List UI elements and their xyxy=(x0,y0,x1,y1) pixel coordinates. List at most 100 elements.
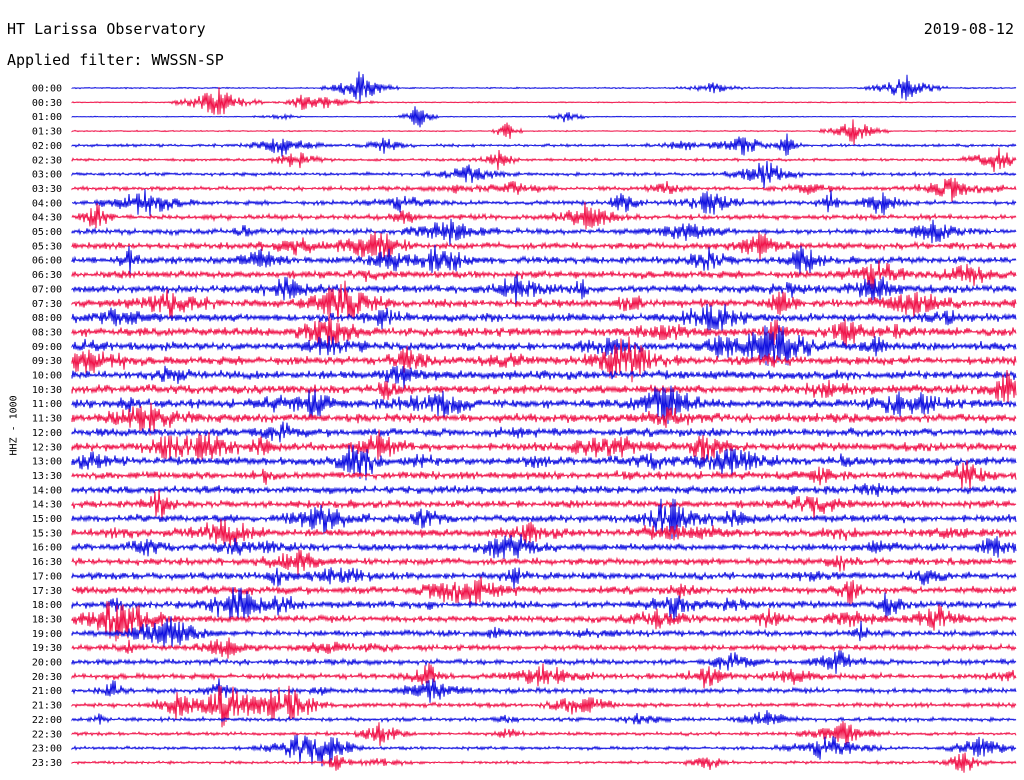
trace-line-2100 xyxy=(71,678,1017,703)
trace-line-1200 xyxy=(71,421,1017,443)
time-tick-label: 03:00 xyxy=(32,170,62,181)
time-tick-label: 08:00 xyxy=(32,313,62,324)
time-tick-label: 16:30 xyxy=(32,557,62,568)
time-tick-label: 04:00 xyxy=(32,198,62,209)
time-tick-label: 13:30 xyxy=(32,471,62,482)
time-tick-label: 07:00 xyxy=(32,284,62,295)
trace-line-1900 xyxy=(71,616,1017,649)
trace-line-0000 xyxy=(71,71,1017,103)
trace-line-1100 xyxy=(71,385,1017,424)
trace-line-2030 xyxy=(71,663,1017,689)
time-tick-label: 03:30 xyxy=(32,184,62,195)
time-tick-label: 05:30 xyxy=(32,241,62,252)
trace-line-2200 xyxy=(71,710,1017,726)
trace-line-1600 xyxy=(71,534,1017,559)
time-tick-label: 15:00 xyxy=(32,514,62,525)
time-tick-label: 20:00 xyxy=(32,658,62,669)
time-tick-label: 01:30 xyxy=(32,127,62,138)
time-tick-label: 18:00 xyxy=(32,600,62,611)
trace-line-2130 xyxy=(71,685,1017,728)
time-tick-label: 23:00 xyxy=(32,744,62,755)
time-tick-label: 20:30 xyxy=(32,672,62,683)
time-tick-label: 13:00 xyxy=(32,457,62,468)
trace-line-0600 xyxy=(71,244,1017,275)
trace-line-1530 xyxy=(71,518,1017,548)
trace-line-1430 xyxy=(71,489,1017,519)
trace-line-0330 xyxy=(71,177,1017,202)
date-label: 2019-08-12 xyxy=(923,20,1014,38)
trace-line-0930 xyxy=(71,336,1017,383)
trace-line-0030 xyxy=(71,87,1017,115)
time-tick-label: 06:30 xyxy=(32,270,62,281)
time-tick-label: 07:30 xyxy=(32,299,62,310)
trace-line-1030 xyxy=(71,369,1017,404)
time-tick-label: 15:30 xyxy=(32,528,62,539)
time-tick-label: 19:30 xyxy=(32,643,62,654)
trace-line-1130 xyxy=(71,402,1017,436)
trace-line-2330 xyxy=(71,752,1017,773)
trace-line-0430 xyxy=(71,201,1017,230)
trace-line-0730 xyxy=(71,280,1017,323)
trace-line-0800 xyxy=(71,303,1017,331)
trace-line-1630 xyxy=(71,549,1017,576)
trace-line-0500 xyxy=(71,218,1017,246)
time-tick-label: 00:00 xyxy=(32,84,62,95)
filter-label: Applied filter: WWSSN-SP xyxy=(7,51,224,69)
trace-line-2300 xyxy=(71,734,1017,767)
trace-line-0100 xyxy=(71,106,1017,128)
trace-line-1930 xyxy=(71,637,1017,659)
time-tick-label: 04:30 xyxy=(32,213,62,224)
time-tick-label: 12:00 xyxy=(32,428,62,439)
trace-line-1400 xyxy=(71,482,1017,497)
time-tick-label: 14:30 xyxy=(32,500,62,511)
trace-line-0400 xyxy=(72,189,1017,216)
time-tick-label: 21:00 xyxy=(32,686,62,697)
time-tick-label: 09:00 xyxy=(32,342,62,353)
time-tick-label: 14:00 xyxy=(32,485,62,496)
time-tick-label: 21:30 xyxy=(32,701,62,712)
trace-line-2000 xyxy=(71,650,1017,674)
trace-line-0230 xyxy=(71,147,1017,173)
time-tick-label: 11:30 xyxy=(32,414,62,425)
station-title: HT Larissa Observatory xyxy=(7,20,206,38)
time-tick-label: 01:00 xyxy=(32,112,62,123)
time-tick-label: 18:30 xyxy=(32,614,62,625)
time-tick-label: 08:30 xyxy=(32,327,62,338)
time-tick-label: 16:00 xyxy=(32,543,62,554)
time-tick-label: 00:30 xyxy=(32,98,62,109)
time-tick-label: 22:00 xyxy=(32,715,62,726)
time-tick-label: 17:30 xyxy=(32,586,62,597)
trace-line-2230 xyxy=(71,721,1017,746)
time-tick-label: 19:00 xyxy=(32,629,62,640)
time-tick-label: 05:00 xyxy=(32,227,62,238)
time-tick-label: 10:30 xyxy=(32,385,62,396)
trace-line-1800 xyxy=(71,587,1017,621)
trace-line-0630 xyxy=(71,260,1017,293)
time-tick-label: 02:30 xyxy=(32,155,62,166)
time-tick-label: 11:00 xyxy=(32,399,62,410)
trace-line-1830 xyxy=(71,601,1017,642)
trace-line-1730 xyxy=(71,576,1017,606)
trace-line-1500 xyxy=(71,498,1017,540)
trace-line-1000 xyxy=(71,365,1017,389)
time-tick-label: 17:00 xyxy=(32,571,62,582)
trace-line-0200 xyxy=(71,133,1017,157)
trace-line-1330 xyxy=(71,460,1017,489)
trace-line-1700 xyxy=(71,567,1017,589)
trace-line-0130 xyxy=(71,119,1017,145)
trace-line-0530 xyxy=(71,231,1017,261)
trace-line-1300 xyxy=(71,444,1017,481)
time-tick-label: 22:30 xyxy=(32,729,62,740)
trace-line-1230 xyxy=(71,429,1017,464)
time-tick-label: 23:30 xyxy=(32,758,62,769)
time-tick-label: 06:00 xyxy=(32,256,62,267)
time-tick-label: 09:30 xyxy=(32,356,62,367)
time-tick-label: 02:00 xyxy=(32,141,62,152)
trace-line-0830 xyxy=(71,314,1017,350)
trace-line-0300 xyxy=(71,160,1017,189)
time-tick-label: 12:30 xyxy=(32,442,62,453)
trace-line-0900 xyxy=(71,325,1017,367)
time-tick-label: 10:00 xyxy=(32,371,62,382)
trace-line-0700 xyxy=(71,274,1017,306)
